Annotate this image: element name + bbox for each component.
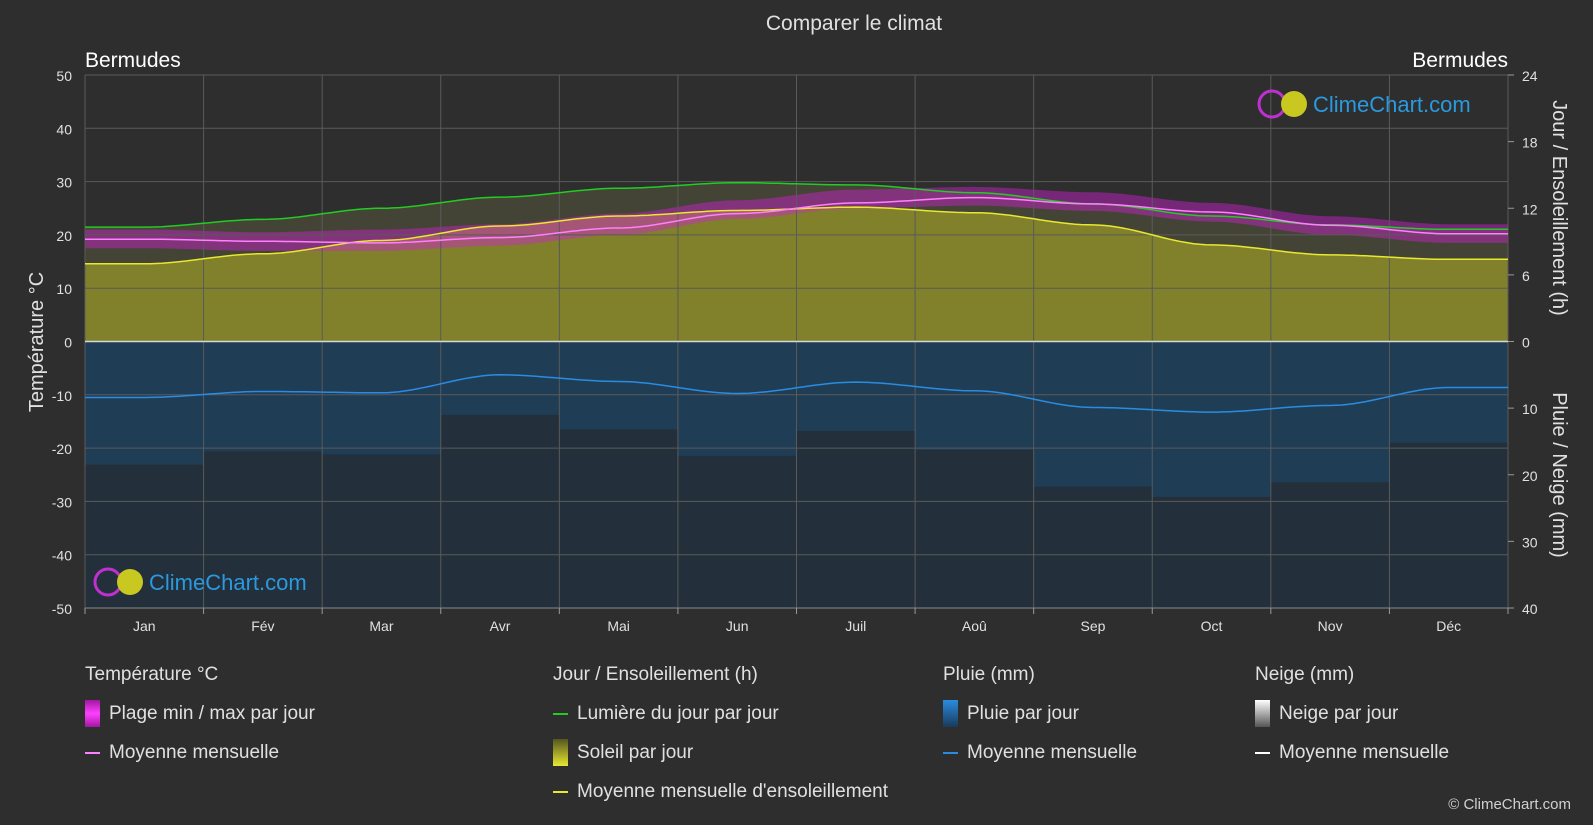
y-left-tick-label: -20 <box>52 441 72 457</box>
y-axis-right-top-label: Jour / Ensoleillement (h) <box>1548 100 1570 316</box>
legend-snow-mean: Moyenne mensuelle <box>1255 739 1449 766</box>
y-right-top-tick-label: 0 <box>1522 335 1530 351</box>
legend-sunshine-label: Soleil par jour <box>577 742 694 763</box>
rain-bar <box>203 341 323 452</box>
y-right-top-tick-label: 18 <box>1522 135 1538 151</box>
legend-sunshine-mean: Moyenne mensuelle d'ensoleillement <box>553 778 888 805</box>
grid <box>84 74 1509 609</box>
legend-snow-header: Neige (mm) <box>1255 664 1355 685</box>
legend-sunshine-mean-label: Moyenne mensuelle d'ensoleillement <box>577 781 888 802</box>
series-lines <box>85 181 1508 413</box>
y-left-tick-label: 50 <box>56 68 72 84</box>
y-right-top-tick-label: 24 <box>1522 68 1538 84</box>
climate-chart: Comparer le climat Bermudes Bermudes 50 4… <box>26 12 1570 634</box>
axes: 50 40 30 20 10 0 -10 -20 -30 -40 -50 24 18 12 6 0 10 20 30… <box>52 68 1538 634</box>
snow-swatch-icon <box>1255 700 1270 727</box>
location-right: Bermudes <box>1412 49 1508 72</box>
rain-bar <box>677 341 797 456</box>
daylight-swatch-icon <box>553 713 568 715</box>
logo-text-top: ClimeChart.com <box>1313 92 1471 117</box>
legend-temp-mean-label: Moyenne mensuelle <box>109 742 280 763</box>
logo-sun-icon <box>117 569 143 595</box>
temp-mean-swatch-icon <box>85 752 100 754</box>
sunshine-mean-swatch-icon <box>553 791 568 793</box>
temperature-mean-line <box>85 196 1508 244</box>
legend-temp-mean: Moyenne mensuelle <box>85 739 315 766</box>
y-left-tick-label: -40 <box>52 548 72 564</box>
location-left: Bermudes <box>85 49 181 72</box>
x-tick-label: Jun <box>726 618 749 634</box>
y-left-tick-label: -50 <box>52 601 72 617</box>
x-tick-label: Aoû <box>962 618 987 634</box>
legend-rain-day: Pluie par jour <box>943 700 1137 727</box>
x-tick-label: Mai <box>607 618 630 634</box>
legend: Température °C Plage min / max par jour … <box>0 662 1593 812</box>
snow-mean-swatch-icon <box>1255 752 1270 754</box>
rain-bar <box>1033 341 1153 487</box>
sunshine-swatch-icon <box>553 739 568 766</box>
daylight-line <box>85 181 1508 231</box>
x-tick-label: Oct <box>1201 618 1223 634</box>
rain-bar <box>440 341 560 415</box>
legend-rain: Pluie (mm) Pluie par jour Moyenne mensue… <box>943 662 1137 778</box>
legend-rain-header: Pluie (mm) <box>943 664 1035 685</box>
x-tick-label: Avr <box>490 618 511 634</box>
legend-rain-mean-label: Moyenne mensuelle <box>967 742 1138 763</box>
y-right-top-tick-label: 12 <box>1522 201 1538 217</box>
y-left-tick-label: 40 <box>56 121 72 137</box>
y-left-tick-label: -30 <box>52 494 72 510</box>
y-left-tick-label: -10 <box>52 388 72 404</box>
logo-top: ClimeChart.com <box>1257 89 1471 119</box>
y-left-tick-label: 0 <box>64 335 72 351</box>
y-right-bottom-tick-label: 40 <box>1522 601 1538 617</box>
legend-sun-header: Jour / Ensoleillement (h) <box>553 664 758 685</box>
x-tick-label: Déc <box>1436 618 1461 634</box>
y-axis-left-label: Température °C <box>26 272 48 412</box>
rain-bar <box>85 341 204 465</box>
legend-snow: Neige (mm) Neige par jour Moyenne mensue… <box>1255 662 1449 778</box>
legend-temperature: Température °C Plage min / max par jour … <box>85 662 315 778</box>
y-left-tick-label: 20 <box>56 228 72 244</box>
rain-bar <box>559 341 678 430</box>
rain-bar <box>796 341 916 431</box>
rain-mean-swatch-icon <box>943 752 958 754</box>
y-right-bottom-tick-label: 30 <box>1522 534 1538 550</box>
rain-bar <box>322 341 441 455</box>
legend-sun: Jour / Ensoleillement (h) Lumière du jou… <box>553 662 888 817</box>
y-right-bottom-tick-label: 20 <box>1522 468 1538 484</box>
legend-temperature-header: Température °C <box>85 664 219 685</box>
y-left-tick-label: 30 <box>56 175 72 191</box>
legend-temp-range-label: Plage min / max par jour <box>109 703 315 724</box>
logo-bottom: ClimeChart.com <box>93 567 307 597</box>
legend-snow-day-label: Neige par jour <box>1279 703 1399 724</box>
x-tick-label: Jan <box>133 618 156 634</box>
legend-daylight: Lumière du jour par jour <box>553 700 888 727</box>
copyright: © ClimeChart.com <box>1448 796 1571 813</box>
y-axis-right-bottom-label: Pluie / Neige (mm) <box>1548 392 1570 558</box>
x-tick-label: Mar <box>369 618 393 634</box>
logo-sun-icon <box>1281 91 1307 117</box>
legend-sunshine: Soleil par jour <box>553 739 888 766</box>
y-right-top-tick-label: 6 <box>1522 268 1530 284</box>
rain-mean-line <box>85 374 1508 413</box>
y-right-bottom-tick-label: 10 <box>1522 401 1538 417</box>
legend-rain-day-label: Pluie par jour <box>967 703 1079 724</box>
legend-rain-mean: Moyenne mensuelle <box>943 739 1137 766</box>
rain-swatch-icon <box>943 700 958 727</box>
chart-title: Comparer le climat <box>766 12 942 35</box>
legend-snow-mean-label: Moyenne mensuelle <box>1279 742 1450 763</box>
rain-bar <box>1152 341 1271 497</box>
x-tick-label: Fév <box>251 618 274 634</box>
legend-daylight-label: Lumière du jour par jour <box>577 703 779 724</box>
x-tick-label: Sep <box>1080 618 1105 634</box>
logo-text-bottom: ClimeChart.com <box>149 570 307 595</box>
y-left-tick-label: 10 <box>56 281 72 297</box>
rain-bar <box>1270 341 1390 483</box>
x-tick-label: Juil <box>845 618 866 634</box>
x-tick-label: Nov <box>1318 618 1343 634</box>
legend-snow-day: Neige par jour <box>1255 700 1449 727</box>
temp-range-swatch-icon <box>85 700 100 727</box>
legend-temp-range: Plage min / max par jour <box>85 700 315 727</box>
